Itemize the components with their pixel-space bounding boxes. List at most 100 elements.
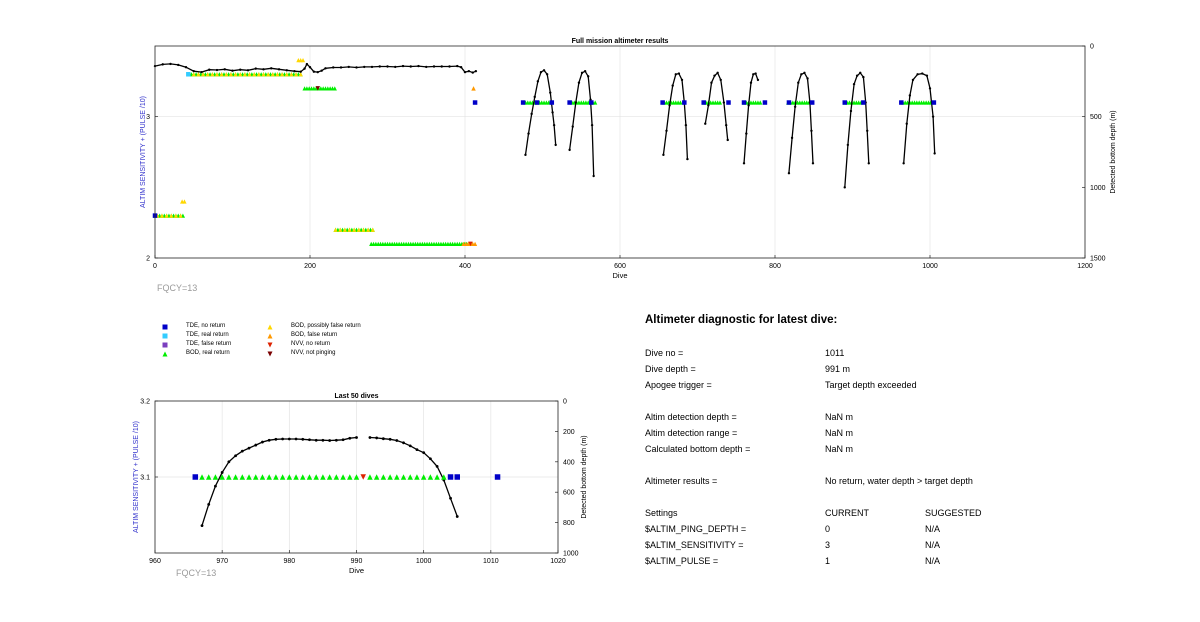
bottom-depth-point bbox=[308, 66, 312, 69]
altimeter-point bbox=[786, 100, 792, 105]
altimeter-results-value: No return, water depth > target depth bbox=[825, 476, 973, 486]
bottom-depth-point bbox=[665, 129, 668, 132]
bottom-depth-point bbox=[200, 70, 203, 74]
altimeter-point bbox=[333, 474, 340, 480]
bottom-depth-point bbox=[846, 143, 850, 147]
x-tick-label: 1000 bbox=[922, 263, 938, 270]
bottom-depth-point bbox=[347, 65, 350, 69]
altimeter-point bbox=[239, 474, 246, 480]
marker-run-point bbox=[717, 100, 723, 105]
altimeter-point bbox=[266, 474, 272, 480]
bottom-depth-point bbox=[797, 81, 800, 84]
bottom-depth-point bbox=[754, 72, 757, 75]
detection-range-row: Altim detection range = NaN m bbox=[645, 428, 1165, 442]
bottom-depth-point bbox=[722, 101, 726, 104]
legend-marker-shape bbox=[267, 324, 273, 330]
bottom-depth-point bbox=[435, 464, 439, 468]
bottom-depth-point bbox=[536, 80, 540, 83]
altimeter-diagnostic-panel: Altimeter diagnostic for latest dive: Di… bbox=[645, 312, 1165, 602]
bottom-depth-point bbox=[432, 65, 436, 68]
bottom-depth-point bbox=[262, 68, 265, 71]
marker-run-point bbox=[233, 72, 238, 77]
legend-label: NVV, not pinging bbox=[291, 350, 336, 356]
bottom-depth-point bbox=[921, 72, 924, 75]
marker-run-point bbox=[332, 86, 337, 91]
altimeter-results-row: Altimeter results = No return, water dep… bbox=[645, 476, 1165, 490]
altimeter-point bbox=[286, 474, 293, 480]
bottom-depth-point bbox=[862, 75, 865, 79]
marker-run-point bbox=[266, 72, 271, 77]
legend-marker-shape bbox=[162, 324, 168, 330]
bottom-depth-point bbox=[321, 438, 325, 442]
y2-tick-label: 400 bbox=[563, 459, 575, 466]
bottom-depth-point bbox=[254, 67, 257, 70]
x-axis-label: Dive bbox=[349, 566, 364, 575]
bottom-depth-point bbox=[261, 440, 264, 444]
altimeter-point bbox=[367, 474, 373, 480]
altimeter-point bbox=[199, 474, 205, 480]
bottom-depth-point bbox=[852, 82, 856, 86]
bottom-depth-point bbox=[448, 65, 451, 68]
bottom-depth-point bbox=[401, 64, 405, 68]
x-tick-label: 990 bbox=[351, 558, 363, 565]
legend-marker-shape bbox=[162, 333, 168, 339]
diagnostic-title: Altimeter diagnostic for latest dive: bbox=[645, 314, 838, 326]
chart-title: Full mission altimeter results bbox=[572, 38, 669, 45]
bottom-depth-point bbox=[583, 69, 587, 73]
altimeter-point bbox=[279, 474, 286, 480]
bottom-depth-point bbox=[713, 74, 716, 77]
legend-marker-shape bbox=[267, 333, 273, 339]
altimeter-point bbox=[660, 100, 665, 105]
bottom-depth-point bbox=[231, 69, 234, 72]
y-tick-label: 3 bbox=[146, 114, 150, 121]
marker-run-point bbox=[338, 227, 343, 232]
bottom-depth-point bbox=[177, 63, 180, 67]
altimeter-point bbox=[589, 100, 594, 105]
bottom-depth-point bbox=[533, 95, 536, 99]
x-tick-label: 200 bbox=[304, 263, 316, 270]
altimeter-point bbox=[226, 474, 232, 480]
bottom-depth-point bbox=[552, 123, 556, 127]
marker-run-point bbox=[256, 72, 261, 77]
altimeter-point bbox=[380, 474, 387, 480]
altimeter-point bbox=[842, 100, 847, 105]
bottom-depth-point bbox=[902, 162, 905, 165]
bottom-depth-point bbox=[184, 66, 188, 69]
bottom-depth-line bbox=[568, 70, 595, 177]
bottom-depth-point bbox=[527, 132, 530, 135]
bottom-depth-point bbox=[314, 438, 318, 442]
bottom-depth-point bbox=[409, 65, 412, 68]
bottom-depth-point bbox=[208, 68, 211, 71]
x-tick-label: 800 bbox=[769, 263, 781, 270]
legend-marker bbox=[162, 333, 168, 339]
pulse-row: $ALTIM_PULSE = 1 N/A bbox=[645, 556, 1165, 570]
bottom-depth-point bbox=[545, 73, 549, 76]
bottom-depth-point bbox=[324, 67, 327, 70]
legend-marker bbox=[162, 324, 168, 330]
bottom-depth-point bbox=[388, 437, 392, 441]
marker-run-point bbox=[178, 213, 183, 218]
bottom-depth-point bbox=[386, 65, 389, 68]
legend-label: BOD, real return bbox=[186, 350, 230, 356]
marker-run-point bbox=[366, 227, 371, 232]
bottom-depth-point bbox=[793, 105, 797, 108]
bottom-depth-point bbox=[303, 67, 306, 70]
bottom-depth-point bbox=[925, 74, 929, 77]
marker-run-point bbox=[300, 58, 306, 63]
marker-run-point bbox=[219, 72, 224, 77]
altimeter-point bbox=[726, 100, 731, 105]
bottom-depth-point bbox=[378, 65, 381, 68]
bottom-depth-line bbox=[788, 72, 814, 174]
bottom-depth-point bbox=[551, 111, 554, 114]
bottom-depth-point bbox=[745, 132, 748, 135]
marker-run-point bbox=[472, 241, 478, 246]
altimeter-point bbox=[567, 100, 572, 105]
marker-run-point bbox=[275, 72, 280, 77]
ping-depth-row: $ALTIM_PING_DEPTH = 0 N/A bbox=[645, 524, 1165, 538]
bottom-depth-point bbox=[590, 123, 594, 127]
altimeter-point bbox=[427, 474, 434, 480]
bottom-depth-point bbox=[370, 65, 374, 69]
bottom-depth-line bbox=[524, 69, 557, 155]
pulse-label: $ALTIM_PULSE = bbox=[645, 556, 719, 566]
